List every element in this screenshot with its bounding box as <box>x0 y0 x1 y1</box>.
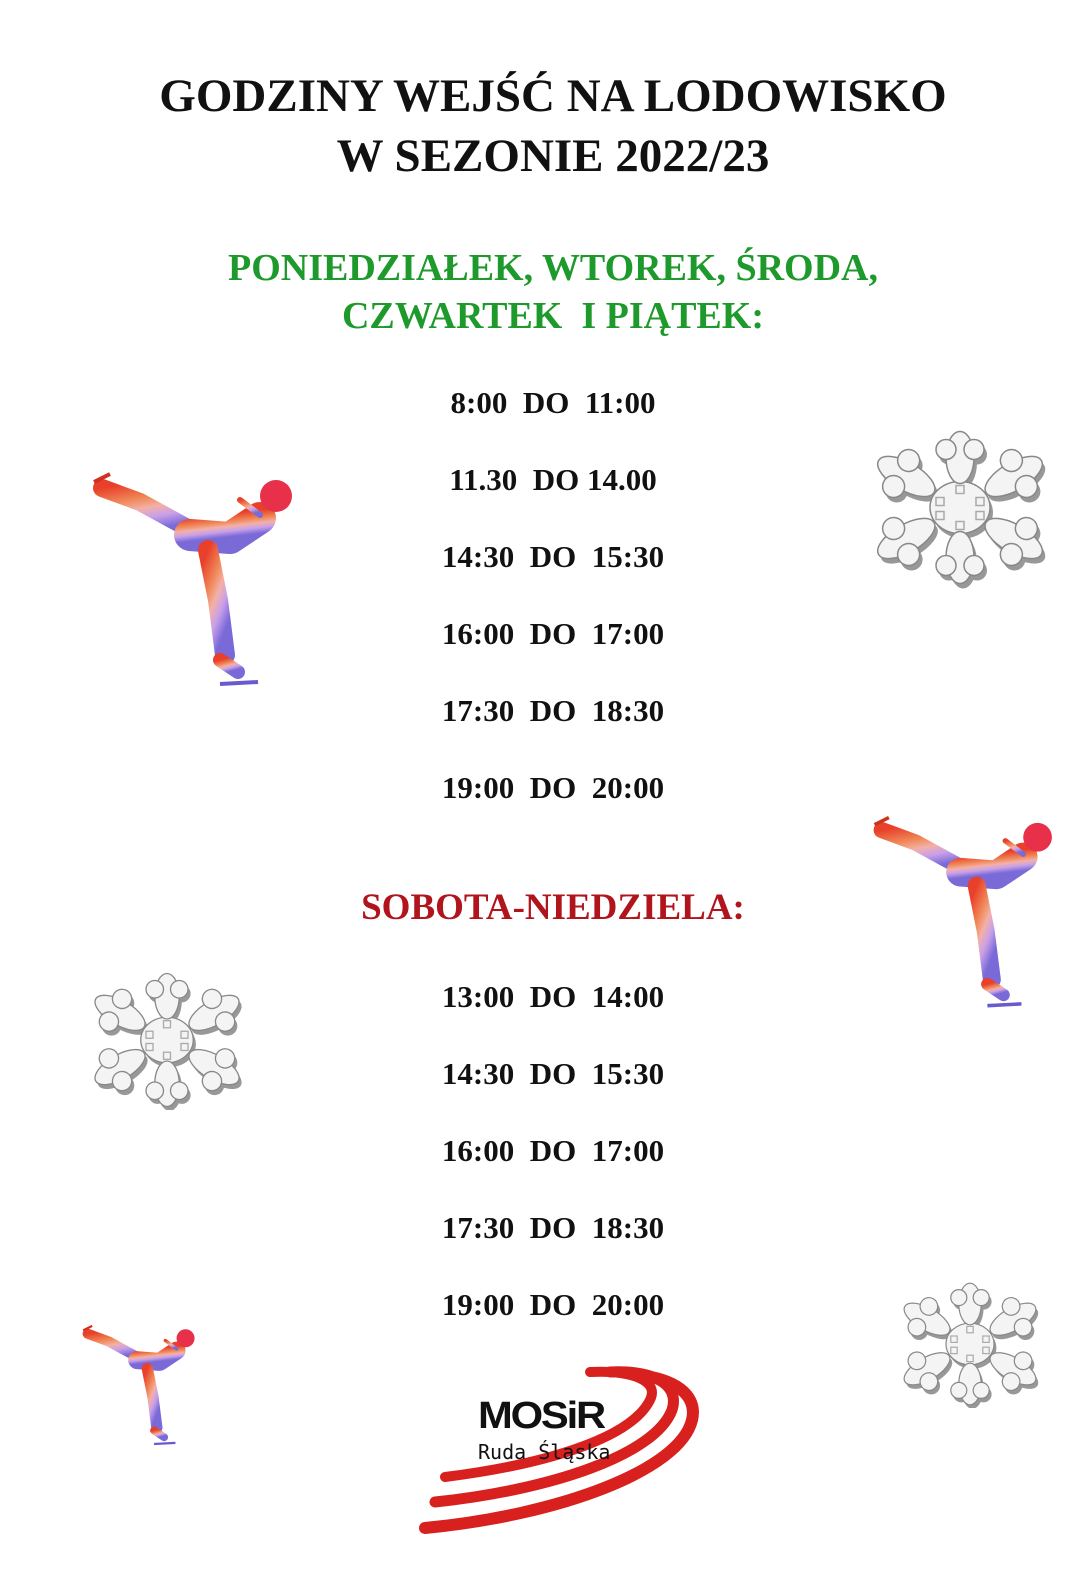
snowflake-icon <box>850 425 1070 590</box>
weekdays-heading-line-2: CZWARTEK I PIĄTEK: <box>341 295 764 337</box>
mosir-logo: MOSiR Ruda Śląska <box>400 1340 700 1579</box>
weekdays-heading-line-1: PONIEDZIAŁEK, WTOREK, ŚRODA, <box>227 247 878 289</box>
weekday-slot: 8:00 DO 11:00 <box>450 385 656 420</box>
weekdays-heading: PONIEDZIAŁEK, WTOREK, ŚRODA, CZWARTEK I P… <box>0 244 1080 340</box>
weekend-heading: SOBOTA-NIEDZIELA: <box>361 887 745 928</box>
figure-skater-icon <box>80 460 310 700</box>
snowflake-icon <box>62 970 272 1110</box>
weekend-slot: 16:00 DO 17:00 <box>441 1133 665 1168</box>
logo-city: Ruda Śląska <box>478 1440 611 1464</box>
title-line-1: GODZINY WEJŚĆ NA LODOWISKO <box>159 70 947 122</box>
poster-title: GODZINY WEJŚĆ NA LODOWISKO W SEZONIE 2022… <box>0 66 1080 186</box>
weekday-slot: 17:30 DO 18:30 <box>441 693 665 728</box>
snowflake-icon <box>875 1280 1065 1408</box>
weekday-slot: 19:00 DO 20:00 <box>441 770 665 805</box>
weekday-slot: 14:30 DO 15:30 <box>441 539 665 574</box>
weekend-slot: 14:30 DO 15:30 <box>441 1056 665 1091</box>
weekend-slot: 17:30 DO 18:30 <box>441 1210 665 1245</box>
title-line-2: W SEZONIE 2022/23 <box>336 130 770 182</box>
figure-skater-icon <box>855 805 1075 1020</box>
logo-name: MOSiR <box>478 1395 606 1437</box>
figure-skater-icon <box>60 1318 220 1453</box>
weekday-slot: 16:00 DO 17:00 <box>441 616 665 651</box>
weekend-slot: 13:00 DO 14:00 <box>441 979 665 1014</box>
weekend-slot: 19:00 DO 20:00 <box>441 1287 665 1322</box>
weekday-slot: 11.30 DO 14.00 <box>449 462 657 497</box>
